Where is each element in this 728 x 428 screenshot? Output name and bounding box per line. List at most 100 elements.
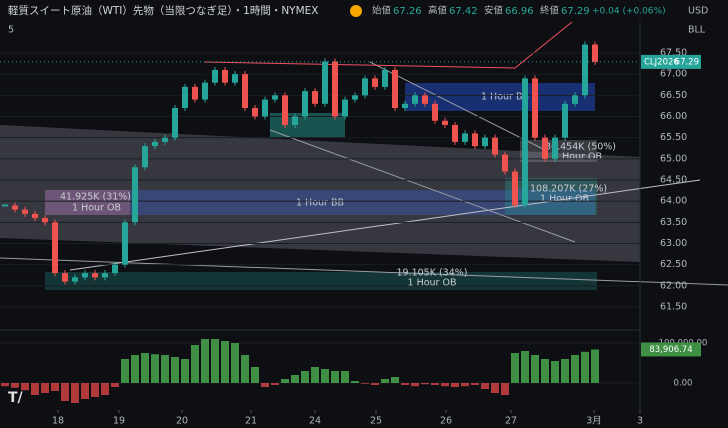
- histogram-bar: [91, 383, 99, 397]
- candle: [572, 95, 578, 104]
- y-tick-label: 66.00: [660, 111, 687, 122]
- x-tick-label: 20: [176, 416, 188, 427]
- histogram-bar: [231, 343, 239, 383]
- candle: [412, 95, 418, 104]
- interval-count: 5: [8, 25, 14, 36]
- histogram-bar: [161, 355, 169, 383]
- zone-kind: 1 Hour OB: [408, 278, 457, 289]
- histogram-bar: [101, 383, 109, 395]
- candle: [102, 273, 108, 278]
- histogram-bar: [541, 359, 549, 383]
- histogram-bar: [461, 383, 469, 387]
- y-tick-label: 66.50: [660, 90, 687, 101]
- histogram-bar: [311, 367, 319, 383]
- candle: [282, 95, 288, 125]
- candle: [432, 103, 438, 121]
- candle: [372, 78, 378, 87]
- y-tick-label: 63.50: [660, 217, 687, 228]
- high-value: 67.42: [449, 6, 478, 17]
- histogram-bar: [521, 351, 529, 383]
- close-label: 終値: [540, 5, 560, 17]
- trend-line: [369, 61, 546, 151]
- y-tick-label: 64.00: [660, 196, 687, 207]
- histogram-bar: [501, 383, 509, 395]
- histogram-bar: [21, 383, 29, 391]
- zone-volume: 19.105K (34%): [396, 268, 467, 279]
- histogram-bar: [141, 353, 149, 383]
- histogram-bar: [371, 383, 379, 385]
- zone-kind: 1 Hour OB: [540, 194, 589, 205]
- low-value: 66.96: [505, 6, 534, 17]
- histogram-bar: [291, 375, 299, 383]
- candle: [462, 133, 468, 142]
- candle: [382, 69, 388, 87]
- candle: [472, 133, 478, 147]
- candle: [322, 61, 328, 104]
- candle: [532, 78, 538, 138]
- logo: T/: [8, 390, 24, 406]
- price-tag-name: CLJ2026: [644, 57, 679, 67]
- candle: [212, 69, 218, 83]
- header-bar: [0, 0, 728, 22]
- candle: [12, 205, 18, 210]
- price-tag: [641, 54, 701, 69]
- histogram-bar: [561, 359, 569, 383]
- histogram-bar: [81, 383, 89, 399]
- x-tick-label: 18: [52, 416, 64, 427]
- candle: [442, 120, 448, 125]
- y-tick-label: 63.00: [660, 238, 687, 249]
- candle: [332, 61, 338, 117]
- histogram-bar: [591, 349, 599, 383]
- histogram-bar: [211, 339, 219, 383]
- histogram-bar: [71, 383, 79, 403]
- histogram-bar: [41, 383, 49, 393]
- histogram-bar: [201, 339, 209, 383]
- candle: [302, 91, 308, 117]
- candle: [522, 78, 528, 206]
- x-tick-label: 26: [440, 416, 452, 427]
- oscillator-tag-value: 83,906.74: [649, 345, 692, 355]
- zone-volume: 41.925K (31%): [60, 192, 131, 203]
- ob-zone: [520, 140, 597, 162]
- zone-volume: 108.207K (27%): [530, 184, 607, 195]
- candle: [182, 86, 188, 109]
- candle: [552, 137, 558, 159]
- histogram-bar: [121, 359, 129, 383]
- histogram-bar: [361, 383, 369, 384]
- candle: [312, 91, 318, 104]
- histogram-bar: [281, 379, 289, 383]
- histogram-bar: [441, 383, 449, 387]
- histogram-bar: [341, 371, 349, 383]
- ob-zone: [45, 272, 597, 290]
- trend-line: [514, 21, 573, 69]
- trend-line: [69, 179, 701, 271]
- histogram-bar: [191, 345, 199, 383]
- histogram-bar: [1, 383, 9, 387]
- candle: [122, 222, 128, 265]
- candle: [242, 74, 248, 109]
- histogram-bar: [451, 383, 459, 387]
- candle: [252, 108, 258, 117]
- histogram-bar: [491, 383, 499, 393]
- histogram-bar: [221, 341, 229, 383]
- histogram-bar: [581, 351, 589, 383]
- histogram-bar: [331, 371, 339, 383]
- zone-kind: 1 Hour OB: [553, 152, 602, 163]
- candle: [162, 137, 168, 142]
- candle: [132, 167, 138, 223]
- candle: [42, 218, 48, 223]
- x-tick-label: 3月: [586, 416, 602, 427]
- histogram-bar: [551, 361, 559, 383]
- candle: [142, 146, 148, 168]
- y-tick-label: 62.50: [660, 259, 687, 270]
- histogram-bar: [571, 355, 579, 383]
- candle: [292, 116, 298, 125]
- zone-title: 1 Hour BB: [481, 92, 529, 103]
- candle: [52, 222, 58, 274]
- y-tick-label: 61.50: [660, 302, 687, 313]
- histogram-bar: [131, 355, 139, 383]
- histogram-bar: [431, 383, 439, 385]
- candle: [352, 95, 358, 100]
- x-tick-label: 24: [309, 416, 321, 427]
